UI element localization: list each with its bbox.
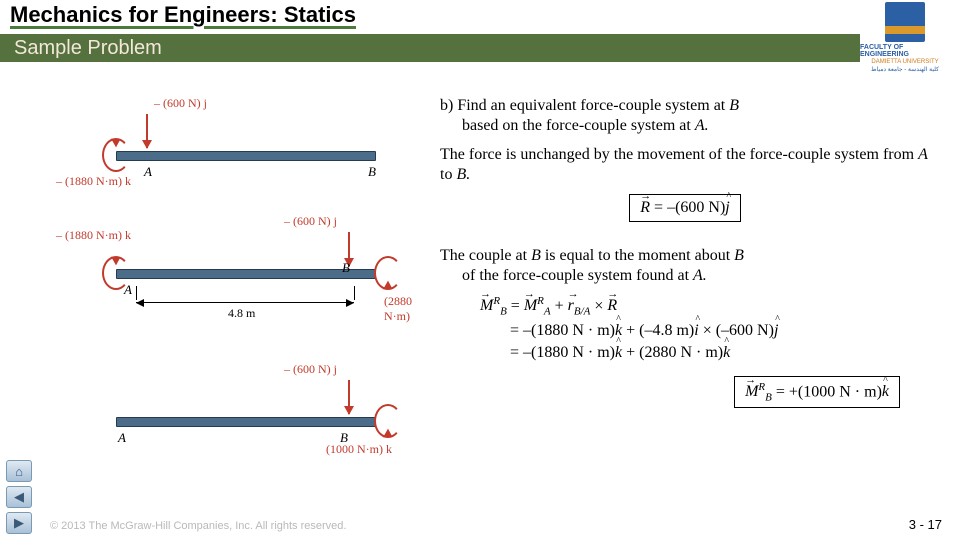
p3-B2: B bbox=[734, 247, 744, 264]
force-label-3: – (600 N) j bbox=[284, 362, 337, 377]
eq1-j: j bbox=[725, 199, 729, 217]
title-bar: Mechanics for Engineers: Statics bbox=[0, 0, 960, 30]
faculty-logo: FACULTY OF ENGINEERING DAMIETTA UNIVERSI… bbox=[860, 2, 950, 82]
page-number: 3 - 17 bbox=[909, 517, 942, 532]
moment-arc-2b bbox=[374, 256, 402, 290]
p1-B: B bbox=[729, 97, 739, 114]
eq1-R: R bbox=[640, 199, 650, 217]
eq2-rsub: B/A bbox=[574, 306, 591, 318]
force-arrow-3 bbox=[348, 380, 350, 414]
eq2-sub1: B bbox=[500, 306, 507, 318]
eq2-M1: M bbox=[480, 297, 493, 315]
force-arrow-1 bbox=[146, 114, 148, 148]
eq3-wrap: MRB = +(1000 N · m)k bbox=[440, 376, 930, 409]
eq2-plus: + bbox=[551, 297, 568, 314]
point-A-2: A bbox=[124, 282, 132, 298]
p3-A: A. bbox=[693, 267, 707, 284]
p3-e: of the force-couple system found at bbox=[440, 267, 693, 284]
eq2l2b: + (–4.8 m) bbox=[622, 322, 694, 339]
point-B-2: B bbox=[342, 260, 350, 276]
eq3-k: k bbox=[882, 383, 889, 401]
p3-a: The couple at bbox=[440, 247, 531, 264]
paragraph-3: The couple at B is equal to the moment a… bbox=[440, 246, 930, 285]
paragraph-1: b) Find an equivalent force-couple syste… bbox=[440, 96, 930, 135]
subtitle-bar: Sample Problem bbox=[0, 34, 860, 62]
beam-1 bbox=[116, 151, 376, 161]
point-B-3: B bbox=[340, 430, 348, 446]
moment-arc-1 bbox=[102, 138, 130, 172]
beam-2 bbox=[116, 269, 376, 279]
moment-label-2b: (2880 N·m) bbox=[384, 294, 412, 324]
eq2l2j: j bbox=[774, 322, 778, 340]
eq1-rhs: = –(600 N) bbox=[650, 199, 725, 216]
nav-buttons: ⌂ ◀ ▶ bbox=[6, 460, 32, 534]
copyright: © 2013 The McGraw-Hill Companies, Inc. A… bbox=[50, 520, 346, 532]
point-B-1: B bbox=[368, 164, 376, 180]
page-subtitle: Sample Problem bbox=[14, 37, 162, 60]
eq2l3b: + (2880 N · m) bbox=[622, 344, 723, 361]
eq2l2i: i bbox=[694, 322, 698, 340]
text-column: b) Find an equivalent force-couple syste… bbox=[440, 96, 930, 408]
p2-text: The force is unchanged by the movement o… bbox=[440, 146, 918, 163]
eq2-sub2: A bbox=[544, 306, 551, 318]
eq2l3k2: k bbox=[723, 344, 730, 362]
equation-2-line1: MRB = MRA + rB/A × R bbox=[480, 295, 930, 318]
eq2-sup2: R bbox=[537, 295, 544, 307]
page-title: Mechanics for Engineers: Statics bbox=[10, 2, 356, 28]
dim-tick-right bbox=[354, 286, 355, 300]
p3-c: is equal to the moment about bbox=[541, 247, 734, 264]
logo-line1: FACULTY OF ENGINEERING bbox=[860, 44, 950, 58]
prev-button[interactable]: ◀ bbox=[6, 486, 32, 508]
dim-tick-left bbox=[136, 286, 137, 300]
p1-text: b) Find an equivalent force-couple syste… bbox=[440, 97, 729, 114]
eq2l3k: k bbox=[615, 344, 622, 362]
eq2l2a: = –(1880 N · m) bbox=[510, 322, 615, 339]
logo-icon bbox=[885, 2, 925, 42]
diagram-1: – (600 N) j – (1880 N·m) k A B bbox=[96, 96, 396, 186]
point-A-1: A bbox=[144, 164, 152, 180]
dim-line-2 bbox=[136, 302, 354, 303]
beam-3 bbox=[116, 417, 376, 427]
diagram-3: – (600 N) j (1000 N·m) k A B bbox=[96, 362, 396, 452]
p2-B: B. bbox=[456, 166, 470, 183]
p2-A: A bbox=[918, 146, 928, 163]
eq2l2c: × (–600 N) bbox=[699, 322, 774, 339]
equation-1-box: R = –(600 N)j bbox=[629, 194, 740, 222]
next-button[interactable]: ▶ bbox=[6, 512, 32, 534]
p2-to: to bbox=[440, 166, 456, 183]
p1-text2: based on the force-couple system at bbox=[462, 117, 695, 134]
paragraph-2: The force is unchanged by the movement o… bbox=[440, 145, 930, 184]
diagram-column: – (600 N) j – (1880 N·m) k A B – (600 N)… bbox=[96, 96, 416, 480]
eq2-r: r bbox=[568, 297, 574, 315]
eq2-eq: = bbox=[507, 297, 524, 314]
equation-3-box: MRB = +(1000 N · m)k bbox=[734, 376, 900, 409]
moment-label-1: – (1880 N·m) k bbox=[56, 174, 131, 189]
equation-2-line3: = –(1880 N · m)k + (2880 N · m)k bbox=[510, 344, 930, 362]
eq2l3a: = –(1880 N · m) bbox=[510, 344, 615, 361]
eq3-M: M bbox=[745, 383, 758, 401]
logo-line3: كلية الهندسة - جامعة دمياط bbox=[871, 66, 939, 73]
p1-A: A. bbox=[695, 117, 709, 134]
p3-B1: B bbox=[531, 247, 541, 264]
home-button[interactable]: ⌂ bbox=[6, 460, 32, 482]
point-A-3: A bbox=[118, 430, 126, 446]
moment-label-3: (1000 N·m) k bbox=[326, 442, 392, 457]
eq3-sub: B bbox=[765, 391, 772, 403]
force-label-1: – (600 N) j bbox=[154, 96, 207, 111]
moment-arc-3 bbox=[374, 404, 402, 438]
moment-label-2a: – (1880 N·m) k bbox=[56, 228, 131, 243]
dim-label-2: 4.8 m bbox=[228, 306, 255, 321]
eq2-cross: × bbox=[590, 297, 607, 314]
eq1-wrap: R = –(600 N)j bbox=[440, 194, 930, 222]
force-label-2: – (600 N) j bbox=[284, 214, 337, 229]
eq2-M2: M bbox=[524, 297, 537, 315]
eq3-rhs: = +(1000 N · m) bbox=[772, 383, 882, 400]
equation-2-line2: = –(1880 N · m)k + (–4.8 m)i × (–600 N)j bbox=[510, 322, 930, 340]
diagram-2: – (600 N) j – (1880 N·m) k (2880 N·m) A … bbox=[96, 214, 396, 334]
logo-line2: DAMIETTA UNIVERSITY bbox=[871, 59, 938, 65]
